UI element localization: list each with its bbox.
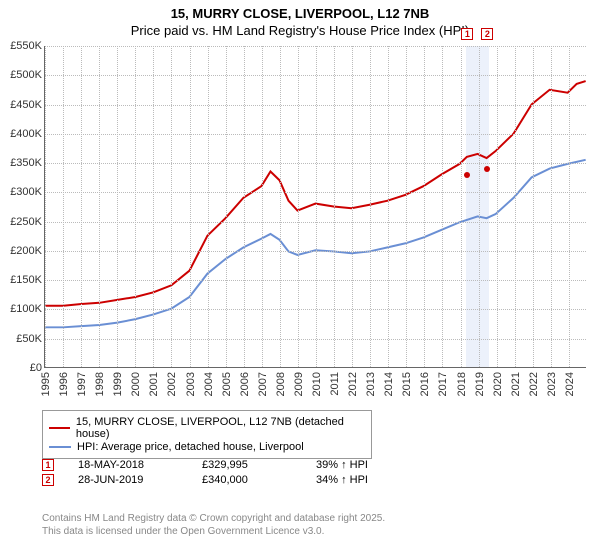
x-axis-label: 2009: [293, 372, 305, 396]
plot-area: 12: [44, 46, 586, 368]
x-axis-label: 2003: [185, 372, 197, 396]
sale-row: 1 18-MAY-2018 £329,995 39% ↑ HPI: [42, 459, 368, 471]
title-address: 15, MURRY CLOSE, LIVERPOOL, L12 7NB: [0, 6, 600, 21]
sale-price: £329,995: [202, 459, 292, 471]
legend-swatch: [49, 446, 71, 448]
sale-marker-icon: 1: [461, 28, 473, 40]
y-axis-label: £100K: [10, 303, 42, 315]
sale-delta: 34% ↑ HPI: [316, 474, 368, 486]
x-axis-label: 2015: [401, 372, 413, 396]
x-axis-label: 2016: [419, 372, 431, 396]
y-axis-label: £300K: [10, 186, 42, 198]
x-axis-label: 2008: [275, 372, 287, 396]
x-axis-label: 2023: [546, 372, 558, 396]
chart-title: 15, MURRY CLOSE, LIVERPOOL, L12 7NB Pric…: [0, 0, 600, 38]
sale-marker-icon: 1: [42, 459, 54, 471]
x-axis-label: 2020: [492, 372, 504, 396]
x-axis-label: 2021: [510, 372, 522, 396]
x-axis-label: 1997: [76, 372, 88, 396]
sale-row: 2 28-JUN-2019 £340,000 34% ↑ HPI: [42, 474, 368, 486]
y-axis-label: £550K: [10, 40, 42, 52]
sale-marker-icon: 2: [42, 474, 54, 486]
x-axis-label: 2011: [329, 372, 341, 396]
legend: 15, MURRY CLOSE, LIVERPOOL, L12 7NB (det…: [42, 410, 372, 459]
attribution-line: This data is licensed under the Open Gov…: [42, 525, 385, 538]
y-axis-label: £250K: [10, 216, 42, 228]
sales-table: 1 18-MAY-2018 £329,995 39% ↑ HPI 2 28-JU…: [42, 456, 368, 489]
sale-point-dot: [484, 166, 490, 172]
sale-date: 28-JUN-2019: [78, 474, 178, 486]
x-axis-label: 2024: [564, 372, 576, 396]
x-axis-label: 2013: [365, 372, 377, 396]
y-axis-label: £500K: [10, 69, 42, 81]
x-axis-label: 1999: [112, 372, 124, 396]
y-axis-label: £400K: [10, 128, 42, 140]
y-axis-label: £350K: [10, 157, 42, 169]
sale-delta: 39% ↑ HPI: [316, 459, 368, 471]
x-axis-label: 2002: [166, 372, 178, 396]
legend-label: HPI: Average price, detached house, Live…: [77, 441, 304, 453]
x-axis-label: 2018: [456, 372, 468, 396]
y-axis-label: £450K: [10, 99, 42, 111]
y-axis-label: £50K: [16, 333, 42, 345]
y-axis-label: £150K: [10, 274, 42, 286]
x-axis-label: 2007: [257, 372, 269, 396]
legend-label: 15, MURRY CLOSE, LIVERPOOL, L12 7NB (det…: [76, 416, 365, 440]
x-axis-label: 2005: [221, 372, 233, 396]
sale-point-dot: [464, 172, 470, 178]
x-axis-label: 2012: [347, 372, 359, 396]
attribution-line: Contains HM Land Registry data © Crown c…: [42, 512, 385, 525]
x-axis-label: 2019: [474, 372, 486, 396]
x-axis-label: 2000: [130, 372, 142, 396]
x-axis-label: 2010: [311, 372, 323, 396]
legend-item: 15, MURRY CLOSE, LIVERPOOL, L12 7NB (det…: [49, 416, 365, 440]
title-subtitle: Price paid vs. HM Land Registry's House …: [0, 23, 600, 38]
legend-item: HPI: Average price, detached house, Live…: [49, 441, 365, 453]
x-axis-label: 1998: [94, 372, 106, 396]
x-axis-label: 2004: [203, 372, 215, 396]
x-axis-label: 2014: [383, 372, 395, 396]
attribution: Contains HM Land Registry data © Crown c…: [42, 512, 385, 538]
line-chart: 12 £0£50K£100K£150K£200K£250K£300K£350K£…: [2, 46, 598, 406]
x-axis-label: 2001: [148, 372, 160, 396]
sale-marker-icon: 2: [481, 28, 493, 40]
sale-date: 18-MAY-2018: [78, 459, 178, 471]
sale-price: £340,000: [202, 474, 292, 486]
x-axis-label: 2022: [528, 372, 540, 396]
x-axis-label: 1996: [58, 372, 70, 396]
x-axis-label: 1995: [40, 372, 52, 396]
x-axis-label: 2017: [437, 372, 449, 396]
legend-swatch: [49, 427, 70, 429]
x-axis-label: 2006: [239, 372, 251, 396]
y-axis-label: £200K: [10, 245, 42, 257]
